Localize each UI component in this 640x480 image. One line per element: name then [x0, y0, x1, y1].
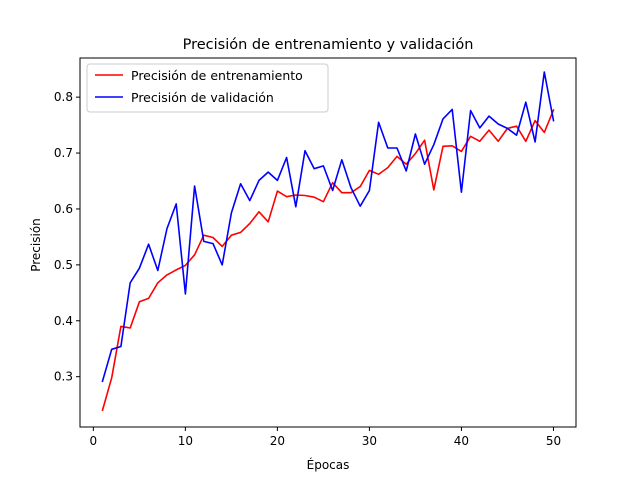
x-tick-label: 40: [454, 434, 469, 448]
x-axis-title: Épocas: [307, 457, 350, 472]
x-tick-label: 10: [178, 434, 193, 448]
x-axis: 0 10 20 30 40 50: [90, 427, 561, 448]
plot-area: [79, 57, 577, 428]
legend: Precisión de entrenamiento Precisión de …: [86, 63, 329, 113]
y-tick-label: 0.5: [54, 258, 73, 272]
legend-box: [86, 63, 329, 113]
x-tick-label: 0: [90, 434, 98, 448]
x-tick-label: 20: [270, 434, 285, 448]
legend-label-validation: Precisión de validación: [131, 90, 274, 105]
chart-title: Precisión de entrenamiento y validación: [183, 37, 474, 53]
x-tick-label: 50: [546, 434, 561, 448]
x-tick-label: 30: [362, 434, 377, 448]
series-line-training: [101, 108, 555, 412]
y-axis-title: Precisión: [29, 218, 43, 272]
y-tick-label: 0.4: [54, 314, 73, 328]
y-tick-label: 0.6: [54, 202, 73, 216]
axes-frame: [79, 57, 577, 428]
legend-label-training: Precisión de entrenamiento: [131, 68, 303, 83]
y-tick-label: 0.3: [54, 370, 73, 384]
y-axis: 0.3 0.4 0.5 0.6 0.7 0.8: [54, 90, 80, 384]
y-tick-label: 0.8: [54, 90, 73, 104]
y-tick-label: 0.7: [54, 146, 73, 160]
series-line-validation: [101, 71, 555, 383]
